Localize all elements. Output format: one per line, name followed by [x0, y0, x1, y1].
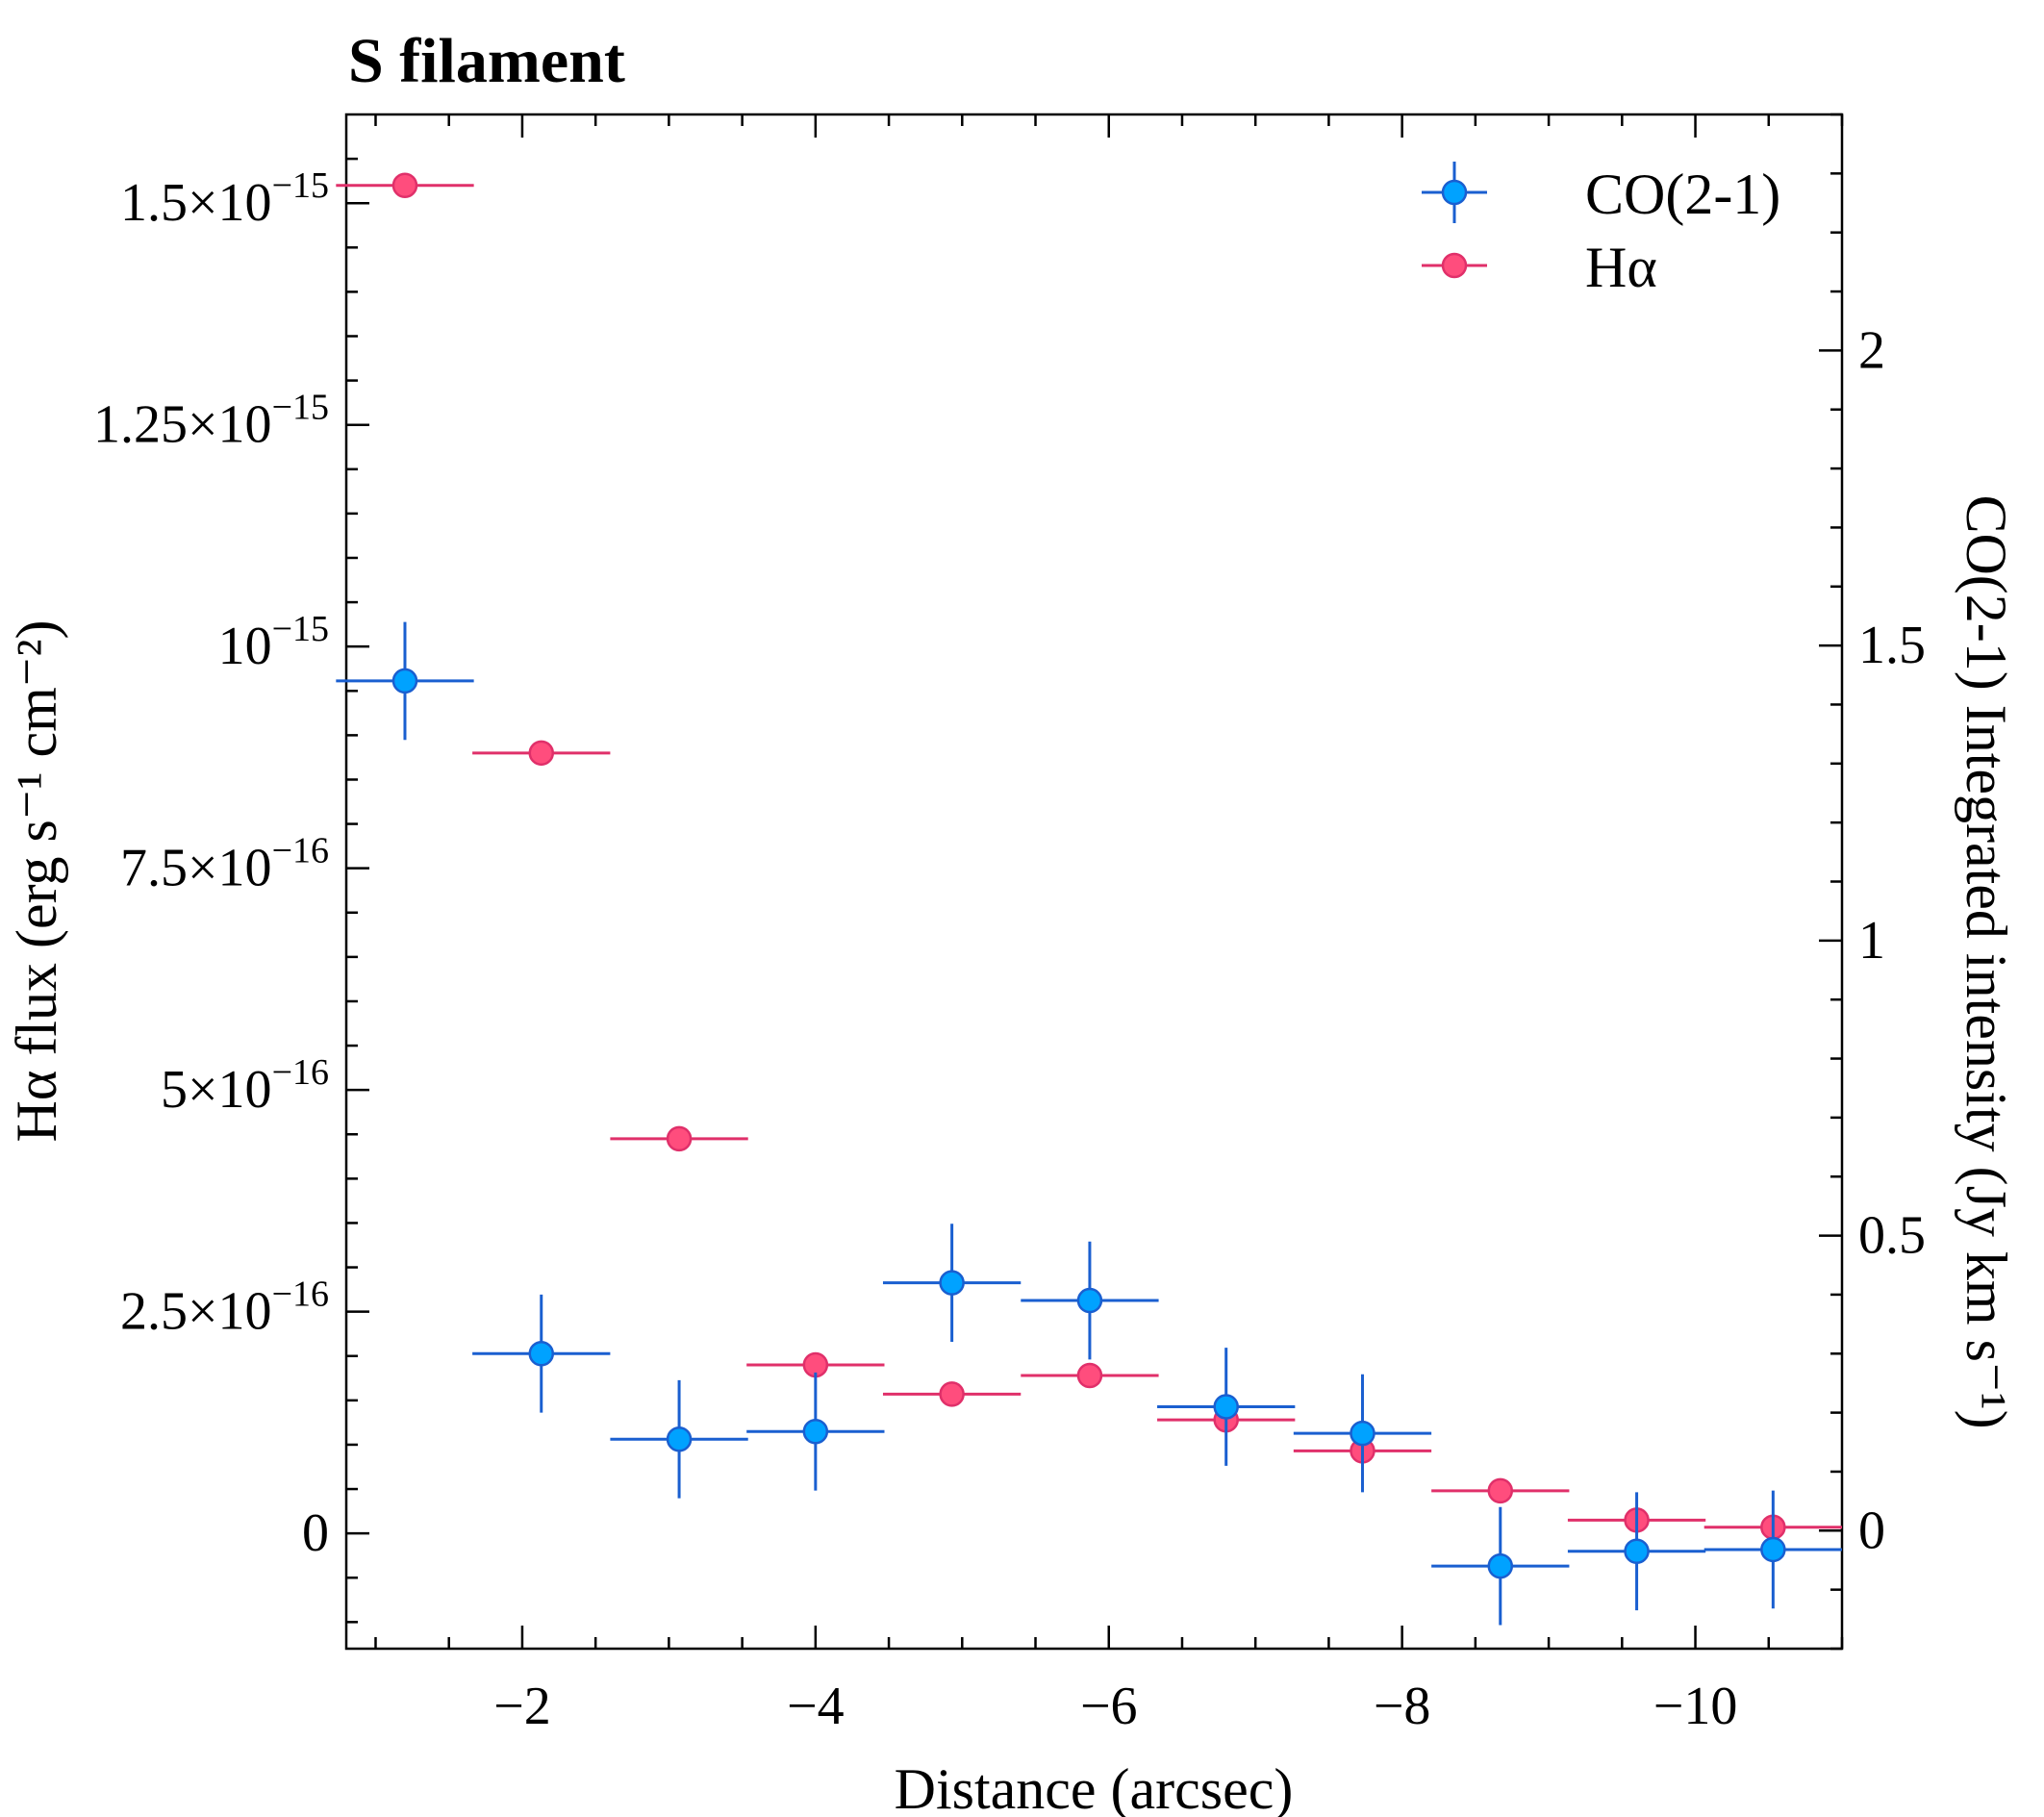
co-point	[1213, 1394, 1239, 1420]
co-point	[666, 1426, 693, 1452]
halpha-point	[528, 740, 555, 767]
y-right-tick-label: 0	[1858, 1501, 1885, 1560]
halpha-point	[1487, 1477, 1514, 1504]
y-left-tick-exponent: −16	[272, 1274, 329, 1315]
x-axis-title: Distance (arcsec)	[895, 1757, 1294, 1817]
y-right-tick-label: 1.5	[1858, 616, 1926, 675]
co-point	[391, 668, 418, 694]
y-left-tick-mantissa: 1.25×10	[93, 395, 272, 455]
y-left-axis-ticks: 02.5×10−165×10−167.5×10−1610−151.25×10−1…	[93, 157, 369, 1624]
co-point	[528, 1341, 555, 1367]
y-left-tick-label: 5×10−16	[161, 1052, 329, 1120]
y-left-tick-label: 10−15	[218, 609, 329, 676]
legend-entry-co: CO(2-1)	[1422, 162, 1780, 226]
y-right-tick-label: 1	[1858, 911, 1885, 971]
y-left-tick-mantissa: 1.5×10	[120, 173, 272, 233]
y-left-tick-exponent: −15	[272, 165, 329, 206]
y-left-tick-mantissa: 10	[218, 617, 272, 676]
y-right-tick-label: 0.5	[1858, 1206, 1926, 1266]
y-left-tick-exponent: −15	[272, 388, 329, 428]
y-right-axis-ticks: 0 0.5 1 1.5 2	[1819, 113, 1926, 1651]
halpha-point	[666, 1125, 693, 1152]
y-left-axis-title: Hα flux (erg s⁻¹ cm⁻²)	[5, 620, 68, 1143]
legend-co-marker	[1441, 179, 1468, 206]
data-series-layer	[336, 172, 1842, 1626]
y-left-tick-label: 1.5×10−15	[120, 165, 329, 233]
y-left-tick-mantissa: 0	[302, 1503, 329, 1563]
co-point	[1487, 1552, 1514, 1579]
y-left-tick-label: 0	[302, 1503, 329, 1563]
y-left-tick-exponent: −15	[272, 609, 329, 649]
y-left-tick-label: 1.25×10−15	[93, 388, 329, 455]
co-point	[1350, 1420, 1375, 1447]
y-left-tick-mantissa: 2.5×10	[120, 1282, 272, 1342]
y-left-tick-label: 7.5×10−16	[120, 831, 329, 898]
chart-title: S filament	[348, 26, 625, 96]
x-tick-label: −10	[1653, 1677, 1738, 1736]
x-tick-label: −6	[1080, 1677, 1138, 1736]
y-right-axis-title: CO(2-1) Integrated intensity (Jy km s⁻¹)	[1955, 494, 2018, 1428]
y-right-tick-label: 2	[1858, 320, 1885, 380]
legend-co-label: CO(2-1)	[1585, 163, 1780, 226]
y-left-tick-mantissa: 7.5×10	[120, 839, 272, 898]
legend: CO(2-1) Hα	[1422, 162, 1780, 299]
y-left-tick-exponent: −16	[272, 831, 329, 871]
halpha-point	[391, 172, 418, 199]
y-left-tick-mantissa: 5×10	[161, 1060, 272, 1120]
legend-halpha-marker	[1441, 252, 1468, 279]
co-point	[939, 1270, 965, 1296]
co-point	[1624, 1538, 1650, 1565]
legend-entry-halpha: Hα	[1422, 236, 1657, 299]
legend-halpha-label: Hα	[1585, 236, 1657, 299]
plot-area-frame	[344, 113, 1844, 1651]
co-point	[1760, 1536, 1786, 1563]
y-left-tick-label: 2.5×10−16	[120, 1274, 329, 1342]
x-tick-label: −2	[493, 1677, 551, 1736]
halpha-point	[939, 1381, 965, 1407]
y-left-tick-exponent: −16	[272, 1052, 329, 1093]
x-tick-label: −4	[787, 1677, 845, 1736]
halpha-point	[1076, 1362, 1103, 1389]
co-point	[802, 1418, 829, 1445]
co-point	[1076, 1287, 1103, 1314]
x-tick-label: −8	[1374, 1677, 1431, 1736]
x-axis-ticks: −2 −4 −6 −8 −10	[374, 114, 1844, 1736]
